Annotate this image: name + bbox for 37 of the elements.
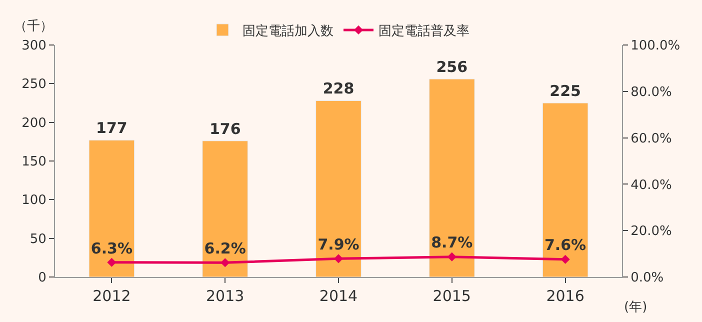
data-label: 8.7%: [431, 234, 473, 252]
y2-tick-label: 60.0%: [630, 131, 672, 146]
x-tick-label: 2015: [432, 287, 471, 305]
bar: [542, 102, 588, 277]
data-label: 6.3%: [90, 239, 133, 258]
data-label: 6.2%: [204, 239, 246, 258]
data-label: 7.9%: [318, 236, 360, 254]
bar: [88, 140, 135, 277]
x-tick-label: 2016: [546, 287, 584, 305]
x-tick-label: 2012: [92, 287, 131, 305]
x-tick-label: 2013: [206, 287, 244, 305]
data-label: 177: [96, 119, 128, 138]
y-axis-title: （千）: [14, 19, 53, 34]
y2-tick-label: 100.0%: [630, 38, 680, 54]
data-label: 225: [550, 82, 581, 100]
bar: [202, 140, 248, 277]
y2-tick-label: 0.0%: [630, 270, 664, 286]
bar: [428, 78, 475, 277]
data-label: 176: [209, 120, 241, 138]
data-label: 228: [322, 80, 354, 98]
y-tick-label: 50: [30, 232, 46, 247]
y-tick-label: 150: [22, 154, 46, 170]
bar: [316, 100, 362, 277]
data-label: 7.6%: [544, 236, 586, 254]
x-tick-label: 2014: [319, 287, 358, 305]
y-tick-label: 200: [22, 116, 46, 131]
y-tick-label: 250: [22, 77, 46, 92]
y-tick-label: 300: [22, 38, 46, 54]
y2-tick-label: 40.0%: [630, 178, 672, 193]
y-tick-label: 100: [22, 193, 46, 208]
y-tick-label: 0: [38, 270, 46, 286]
y2-tick-label: 80.0%: [630, 84, 672, 100]
legend-label: 固定電話加入数: [242, 24, 334, 40]
legend-label: 固定電話普及率: [378, 23, 470, 40]
y2-tick-label: 20.0%: [630, 224, 672, 240]
x-axis-title: (年): [624, 300, 648, 315]
data-label: 256: [436, 58, 468, 76]
